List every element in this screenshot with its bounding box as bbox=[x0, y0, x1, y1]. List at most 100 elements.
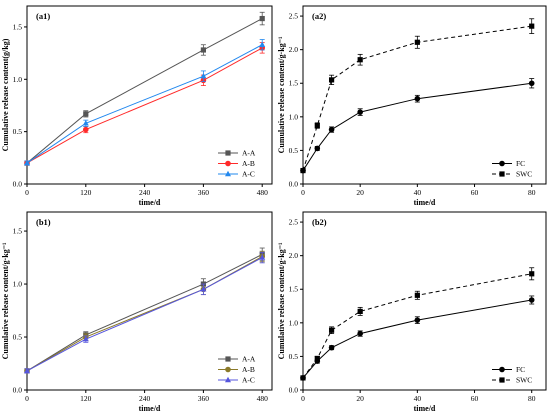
legend-marker bbox=[499, 377, 505, 383]
series-A-A bbox=[24, 11, 265, 166]
data-point bbox=[24, 367, 30, 374]
data-point bbox=[259, 254, 266, 260]
plot-frame bbox=[302, 5, 547, 185]
data-point bbox=[259, 41, 266, 47]
series-FC bbox=[300, 295, 535, 381]
legend-label: SWC bbox=[516, 170, 532, 179]
data-point bbox=[357, 109, 363, 115]
legend-marker bbox=[225, 366, 231, 373]
x-tick-label: 120 bbox=[80, 188, 92, 197]
x-tick-label: 0 bbox=[25, 188, 29, 197]
x-tick-label: 0 bbox=[301, 394, 305, 403]
data-point bbox=[414, 292, 420, 298]
data-point bbox=[259, 15, 265, 22]
y-tick-label: 2.5 bbox=[289, 218, 299, 227]
legend-label: A-B bbox=[242, 159, 255, 168]
legend-label: FC bbox=[516, 365, 525, 374]
y-axis-title: Cumulative release content(g/kg) bbox=[1, 38, 10, 151]
data-point bbox=[414, 317, 421, 323]
legend-marker bbox=[225, 356, 231, 362]
data-point bbox=[300, 167, 306, 174]
x-tick-label: 60 bbox=[471, 394, 479, 403]
data-point bbox=[328, 126, 335, 133]
series-A-C bbox=[24, 39, 266, 166]
y-tick-label: 1.0 bbox=[13, 75, 23, 84]
series-line bbox=[26, 44, 263, 164]
data-point bbox=[314, 122, 320, 129]
legend-label: A-B bbox=[242, 365, 255, 374]
y-tick-label: 0.0 bbox=[289, 180, 299, 189]
x-tick-label: 480 bbox=[257, 188, 269, 197]
legend-label: A-C bbox=[242, 376, 255, 385]
x-tick-label: 40 bbox=[414, 394, 422, 403]
x-axis-title: time/d bbox=[414, 404, 436, 413]
y-tick-label: 1.5 bbox=[13, 22, 23, 31]
data-point bbox=[357, 57, 363, 63]
chart-panel-0: 0 120 240 360 480 0.0 0.5 1.0 1.5 time/d Cumulativ… bbox=[1, 5, 273, 207]
series-A-C bbox=[24, 251, 266, 374]
legend-marker bbox=[225, 170, 231, 177]
data-point bbox=[83, 111, 89, 117]
legend-marker bbox=[499, 366, 505, 373]
y-axis-title: Cumulative release content/g·kg⁻¹ bbox=[277, 242, 286, 359]
series-line bbox=[26, 253, 263, 372]
data-point bbox=[328, 77, 335, 83]
y-tick-label: 1.0 bbox=[289, 112, 299, 121]
legend: FC SWC bbox=[492, 365, 532, 385]
data-point bbox=[529, 23, 535, 29]
y-tick-label: 0.0 bbox=[13, 386, 23, 395]
series-line bbox=[302, 273, 532, 379]
data-point bbox=[414, 95, 421, 102]
legend-label: SWC bbox=[516, 376, 532, 385]
data-point bbox=[328, 344, 335, 351]
x-tick-label: 80 bbox=[528, 188, 536, 197]
data-point bbox=[83, 126, 89, 133]
data-point bbox=[528, 80, 535, 87]
data-point bbox=[82, 335, 89, 342]
data-point bbox=[528, 297, 535, 303]
legend-label: A-C bbox=[242, 170, 255, 179]
y-axis-title: Cumulative release content/g·kg⁻¹ bbox=[1, 242, 10, 359]
series-line bbox=[302, 25, 532, 171]
chart-panel-2: 0 120 240 360 480 0.0 0.5 1.0 1.5 time/d Cumulativ… bbox=[1, 211, 273, 413]
panel-label: (a1) bbox=[36, 11, 50, 21]
series-SWC bbox=[300, 18, 535, 174]
y-tick-label: 1.0 bbox=[289, 318, 299, 327]
data-point bbox=[24, 159, 30, 166]
y-tick-label: 0.0 bbox=[289, 386, 299, 395]
series-line bbox=[26, 47, 263, 164]
y-tick-label: 1.0 bbox=[13, 280, 23, 289]
plot-frame bbox=[26, 5, 273, 185]
panel-label: (a2) bbox=[312, 11, 326, 21]
plot-frame bbox=[302, 211, 547, 391]
x-axis-title: time/d bbox=[139, 198, 161, 207]
legend: A-AA-B A-C bbox=[218, 355, 256, 385]
x-tick-label: 240 bbox=[139, 188, 151, 197]
data-point bbox=[200, 72, 207, 79]
legend-marker bbox=[225, 376, 231, 383]
data-point bbox=[529, 271, 535, 277]
x-axis-title: time/d bbox=[414, 198, 436, 207]
data-point bbox=[314, 355, 320, 362]
data-point bbox=[314, 145, 321, 152]
data-point bbox=[200, 47, 206, 53]
y-tick-label: 1.5 bbox=[289, 79, 299, 88]
legend-marker bbox=[499, 160, 505, 167]
panel-label: (b1) bbox=[36, 217, 51, 227]
series-line bbox=[302, 82, 532, 171]
legend-label: A-A bbox=[242, 149, 256, 158]
x-tick-label: 360 bbox=[198, 188, 210, 197]
y-tick-label: 2.5 bbox=[289, 12, 299, 21]
series-A-B bbox=[24, 250, 266, 374]
y-tick-label: 2.0 bbox=[289, 251, 299, 260]
series-A-A bbox=[24, 247, 265, 374]
legend-marker bbox=[499, 171, 505, 177]
y-tick-label: 0.5 bbox=[289, 146, 299, 155]
series-line bbox=[26, 257, 263, 372]
x-tick-label: 20 bbox=[356, 188, 364, 197]
x-tick-label: 0 bbox=[25, 394, 29, 403]
x-tick-label: 20 bbox=[356, 394, 364, 403]
legend-marker bbox=[225, 150, 231, 156]
data-point bbox=[300, 375, 306, 381]
x-axis-title: time/d bbox=[139, 404, 161, 413]
